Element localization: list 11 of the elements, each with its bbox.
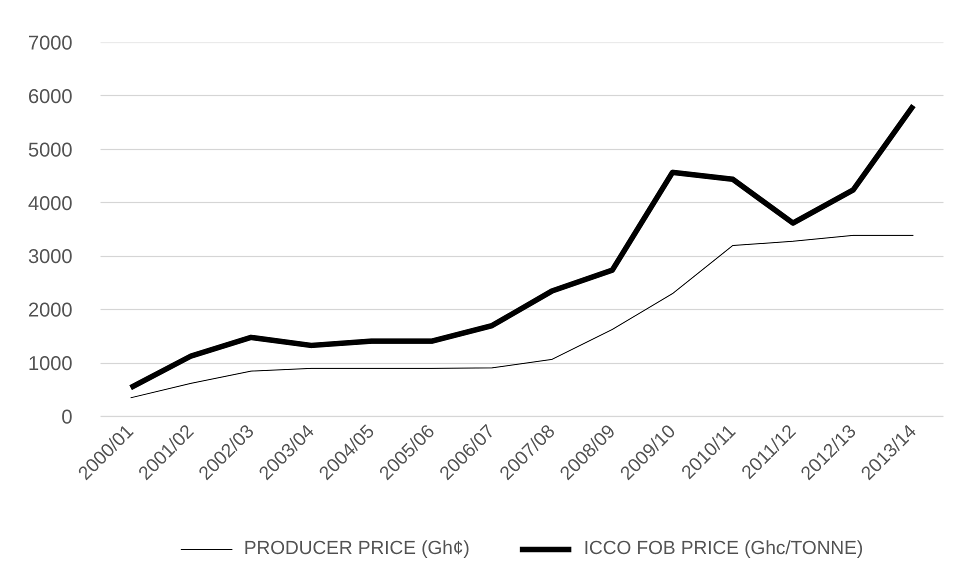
y-tick-label: 6000 <box>28 86 73 108</box>
y-tick-label: 1000 <box>28 353 73 376</box>
y-tick-label: 5000 <box>28 139 73 162</box>
line-series <box>130 234 914 398</box>
y-tick-label: 0 <box>61 406 72 428</box>
y-tick-label: 2000 <box>28 300 73 322</box>
y-tick-label: 3000 <box>28 246 73 268</box>
y-tick-label: 4000 <box>28 192 73 215</box>
y-tick-label: 7000 <box>28 32 73 54</box>
legend-label: ICCO FOB PRICE (Ghc/TONNE) <box>584 538 864 560</box>
legend-label: PRODUCER PRICE (Gh¢) <box>244 538 470 560</box>
